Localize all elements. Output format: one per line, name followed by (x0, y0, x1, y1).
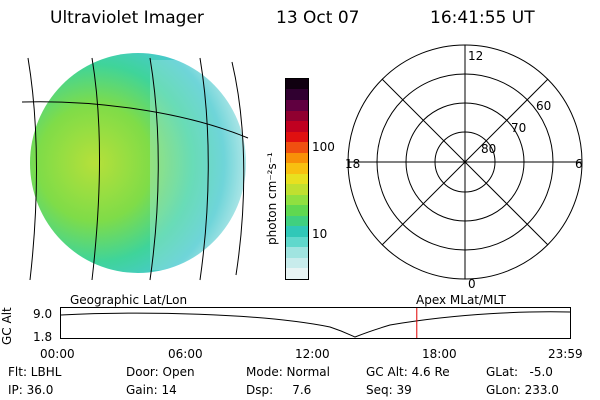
time-label: 16:41:55 UT (430, 8, 535, 28)
dsp-info: Dsp: 7.6 (246, 383, 312, 397)
mlt-label-0: 0 (468, 277, 476, 290)
time-tick-2: 12:00 (295, 347, 330, 361)
colorbar-segment (286, 89, 308, 100)
colorbar-segment (286, 121, 308, 132)
colorbar (285, 78, 309, 280)
geo-grid-lines (21, 57, 249, 281)
ytick-top: 9.0 (33, 307, 53, 321)
altitude-plot (60, 307, 571, 339)
colorbar-segment (286, 268, 308, 279)
mlat-label-80: 80 (481, 142, 496, 156)
colorbar-tick-10: 10 (312, 227, 328, 241)
time-tick-4: 23:59 (548, 347, 583, 361)
colorbar-segment (286, 99, 308, 111)
geo-grid-title: Geographic Lat/Lon (70, 293, 188, 307)
mlt-label-6: 6 (575, 157, 583, 171)
ytick-bottom: 1.8 (33, 330, 53, 344)
colorbar-segment (286, 194, 308, 206)
uv-image (21, 53, 249, 281)
colorbar-segment (286, 257, 308, 269)
time-tick-0: 00:00 (40, 347, 75, 361)
apex-grid-title: Apex MLat/MLT (416, 293, 506, 307)
timeline-ylabel: GC Alt (0, 307, 14, 345)
glat-info: GLat: -5.0 (486, 365, 553, 379)
earth-disk (30, 53, 246, 273)
colorbar-segment (286, 110, 308, 122)
colorbar-segment (286, 78, 308, 90)
colorbar-segment (286, 152, 308, 164)
date-label: 13 Oct 07 (276, 8, 360, 28)
colorbar-segment (286, 236, 308, 248)
mlat-label-60: 60 (536, 99, 551, 113)
colorbar-segment (286, 131, 308, 143)
colorbar-unit-label: photon cm⁻²s⁻¹ (265, 152, 279, 245)
colorbar-segment (286, 226, 308, 237)
colorbar-segment (286, 173, 308, 185)
colorbar-segment (286, 205, 308, 216)
colorbar-tick-100: 100 (312, 140, 335, 154)
time-tick-3: 18:00 (422, 347, 457, 361)
ip-info: IP: 36.0 (8, 383, 54, 397)
page-title: Ultraviolet Imager (50, 8, 204, 28)
door-info: Door: Open (126, 365, 195, 379)
seq-info: Seq: 39 (366, 383, 412, 397)
mlt-label-12: 12 (468, 49, 483, 63)
gcalt-info: GC Alt: 4.6 Re (366, 365, 450, 379)
polar-grid: 12 60 70 80 18 6 0 (345, 44, 583, 290)
colorbar-segment (286, 247, 308, 258)
mlat-label-70: 70 (511, 121, 526, 135)
colorbar-segment (286, 163, 308, 174)
mlt-label-18: 18 (345, 157, 360, 171)
colorbar-segment (286, 184, 308, 195)
mode-info: Mode: Normal (246, 365, 330, 379)
colorbar-segment (286, 215, 308, 227)
gain-info: Gain: 14 (126, 383, 177, 397)
time-tick-1: 06:00 (168, 347, 203, 361)
filter-info: Flt: LBHL (8, 365, 62, 379)
glon-info: GLon: 233.0 (486, 383, 559, 397)
altitude-curve (60, 311, 571, 338)
colorbar-segment (286, 142, 308, 153)
